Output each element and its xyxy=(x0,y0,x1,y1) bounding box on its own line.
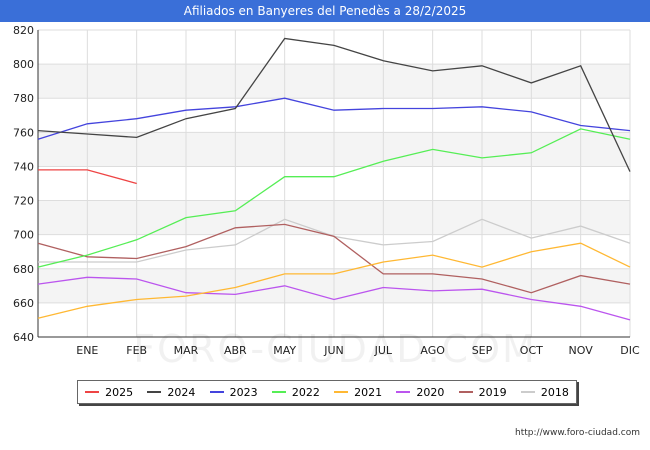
legend-swatch xyxy=(271,391,286,393)
y-tick-label: 680 xyxy=(13,263,34,276)
legend-swatch xyxy=(520,391,535,393)
y-tick-label: 820 xyxy=(13,24,34,37)
x-tick-label: ABR xyxy=(224,344,247,357)
x-tick-label: NOV xyxy=(569,344,594,357)
legend-swatch xyxy=(85,391,100,393)
y-tick-label: 640 xyxy=(13,331,34,344)
y-tick-label: 800 xyxy=(13,58,34,71)
grid-lines xyxy=(37,29,631,338)
x-tick-label: FEB xyxy=(126,344,147,357)
legend-swatch xyxy=(147,391,162,393)
legend-label: 2022 xyxy=(291,385,320,399)
legend-label: 2023 xyxy=(229,385,258,399)
x-tick-label: DIC xyxy=(620,344,640,357)
series-line-2022 xyxy=(37,128,631,268)
y-tick-label: 780 xyxy=(13,92,34,105)
x-tick-label: ENE xyxy=(76,344,98,357)
source-label: http://www.foro-ciudad.com xyxy=(515,428,640,438)
legend-item-2022: 2022 xyxy=(271,385,320,399)
legend-swatch xyxy=(458,391,473,393)
legend-label: 2024 xyxy=(167,385,196,399)
legend-swatch xyxy=(209,391,224,393)
series-line-2020 xyxy=(37,276,631,321)
legend-item-2018: 2018 xyxy=(520,385,569,399)
legend-item-2025: 2025 xyxy=(85,386,133,399)
legend-label: 2018 xyxy=(540,385,569,399)
series-line-2019 xyxy=(37,223,631,294)
y-tick-label: 740 xyxy=(13,160,34,173)
y-tick-label: 720 xyxy=(13,195,34,208)
series-line-2024 xyxy=(37,37,631,172)
legend-item-2020: 2020 xyxy=(396,386,444,399)
x-tick-label: JUN xyxy=(323,344,344,357)
x-axis-labels: ENE FEB MAR ABR MAY JUN JUL AGO SEP OCT NOV DIC xyxy=(76,344,640,357)
x-tick-label: JUL xyxy=(374,344,393,357)
y-tick-label: 760 xyxy=(13,126,34,139)
legend-swatch xyxy=(334,391,349,393)
legend-item-2019: 2019 xyxy=(458,385,507,399)
legend-swatch xyxy=(396,391,411,393)
legend-item-2024: 2024 xyxy=(147,386,195,399)
legend-item-2021: 2021 xyxy=(334,386,382,399)
legend-label: 2025 xyxy=(105,385,134,399)
legend: 2025 2024 2023 2022 2021 2020 2019 2018 xyxy=(77,380,577,404)
series-line-2023 xyxy=(37,97,631,140)
series-line-2021 xyxy=(37,242,631,319)
legend-label: 2019 xyxy=(478,385,507,399)
y-tick-label: 700 xyxy=(13,229,34,242)
y-tick-label: 660 xyxy=(13,297,34,310)
x-tick-label: OCT xyxy=(520,344,543,357)
legend-item-2023: 2023 xyxy=(209,385,258,399)
y-axis-labels: 640 660 680 700 720 740 760 780 800 820 xyxy=(13,24,34,344)
x-tick-label: MAY xyxy=(273,344,296,357)
x-tick-label: SEP xyxy=(472,344,493,357)
watermark: FORO-CIUDAD.COM xyxy=(133,327,537,371)
series-lines xyxy=(37,37,631,321)
x-tick-label: AGO xyxy=(420,344,445,357)
series-line-2025 xyxy=(38,169,137,185)
legend-label: 2020 xyxy=(416,385,445,399)
x-tick-label: MAR xyxy=(174,344,199,357)
legend-label: 2021 xyxy=(354,385,383,399)
chart-title: Afiliados en Banyeres del Penedès a 28/2… xyxy=(0,0,650,22)
